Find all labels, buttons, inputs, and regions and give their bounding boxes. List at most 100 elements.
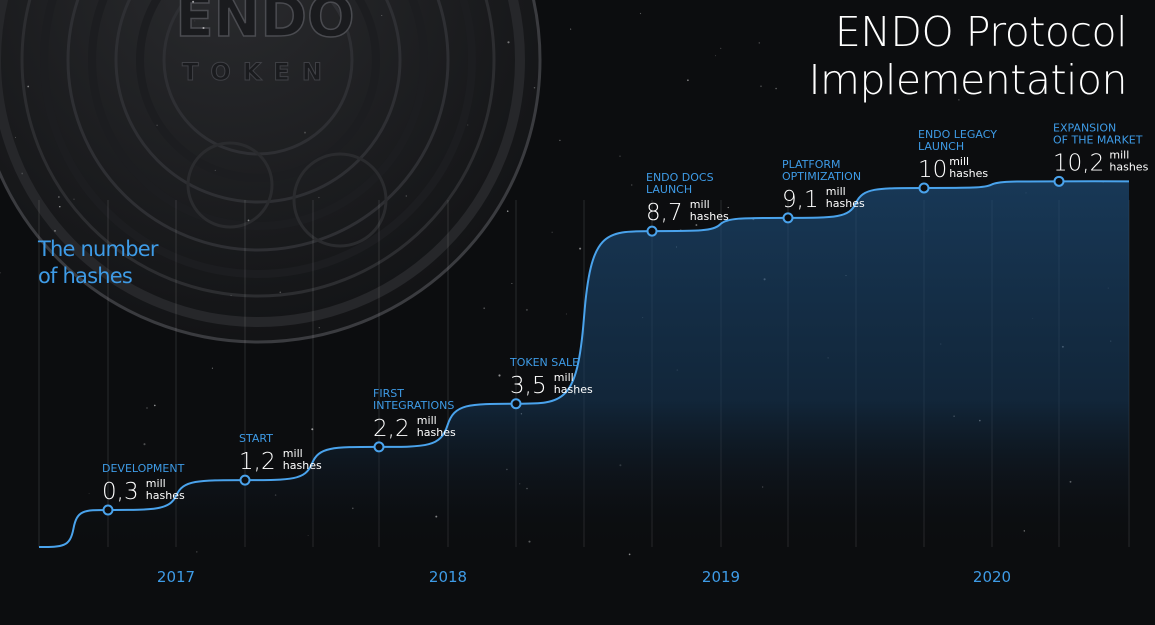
star [467,124,469,126]
coin-sub-text: TOKEN [182,58,334,86]
milestone-point [1053,175,1065,187]
star [720,47,722,50]
star [211,367,213,369]
star [704,214,706,216]
milestone-value: 10,2 [1053,150,1104,176]
star [21,172,24,175]
star [88,492,90,494]
x-tick-label: 2020 [973,568,1011,586]
star [153,404,156,407]
star [54,230,56,232]
star [727,206,729,209]
star [715,55,717,57]
star [196,551,198,553]
milestone-unit: hashes [949,167,988,180]
star [15,136,16,138]
milestone-unit: hashes [826,197,865,210]
star [138,247,141,250]
star [507,41,510,44]
star [958,99,960,101]
milestone-unit: mill [146,477,166,490]
star [304,131,306,134]
star [631,184,633,186]
milestone-label: EXPANSION [1053,121,1116,134]
milestone-unit: mill [283,447,303,460]
milestone-point [373,441,385,453]
star [570,28,572,30]
milestone-unit: mill [1109,148,1129,161]
milestone-label: FIRST [373,387,404,400]
milestone-point [646,225,658,237]
star [405,195,407,197]
star [214,169,216,171]
star [511,283,513,285]
title-line-1: ENDO Protocol [834,8,1128,56]
milestone-point [102,504,114,516]
star [202,26,205,30]
hashes-area [39,181,1129,547]
milestone-unit: hashes [554,383,593,396]
milestone-unit: hashes [283,459,322,472]
star [381,14,383,16]
milestone-label: INTEGRATIONS [373,399,454,412]
milestone-value: 10 [918,157,947,183]
milestone-unit: hashes [1109,160,1148,173]
milestone-label: START [239,432,273,445]
star [760,85,762,88]
y-axis-label-line-1: The number [38,237,159,261]
milestone-unit: mill [826,185,846,198]
star [912,75,914,78]
hashes-line [38,180,1130,548]
star [73,198,75,200]
star [695,224,698,226]
star [559,139,561,142]
star [758,42,761,44]
y-axis-label: The number of hashes [38,236,238,290]
star [579,247,582,250]
star [775,87,777,90]
milestone-label: OPTIMIZATION [782,170,861,183]
star [619,155,621,157]
star [27,85,30,88]
milestone-value: 2,2 [373,416,410,442]
milestone-label: LAUNCH [646,183,692,196]
milestone-point [782,212,794,224]
coin-logo-text: ENDO [175,0,354,50]
y-axis-label-line-2: of hashes [38,264,133,288]
token-coin-image: ENDO TOKEN [0,0,542,344]
star [506,210,509,212]
star [143,443,146,446]
x-tick-label: 2019 [702,568,740,586]
milestone-value: 3,5 [510,373,547,399]
star [192,0,195,3]
milestone-label: OF THE MARKET [1053,133,1143,146]
milestone-unit: hashes [690,210,729,223]
milestone-label: TOKEN SALE [509,356,579,369]
milestone-point [239,474,251,486]
milestone-label: PLATFORM [782,158,841,171]
star [194,20,196,22]
star [247,219,250,222]
milestone-unit: hashes [417,426,456,439]
x-tick-label: 2018 [429,568,467,586]
star [311,428,314,431]
milestone-label: ENDO DOCS [646,171,714,184]
star [565,313,567,315]
milestone-value: 9,1 [782,187,819,213]
star [279,291,282,294]
star [59,205,61,208]
title-line-2: Implementation [808,56,1127,104]
star [0,272,1,274]
milestone-point [510,398,522,410]
milestone-unit: hashes [146,489,185,502]
star [58,196,60,198]
milestone-unit: mill [417,414,437,427]
star [156,124,158,127]
star [146,407,148,409]
milestone-label: LAUNCH [918,140,964,153]
milestone-unit: mill [554,371,574,384]
page-title: ENDO Protocol Implementation [707,8,1127,104]
milestone-value: 0,3 [102,479,139,505]
x-tick-label: 2017 [157,568,195,586]
